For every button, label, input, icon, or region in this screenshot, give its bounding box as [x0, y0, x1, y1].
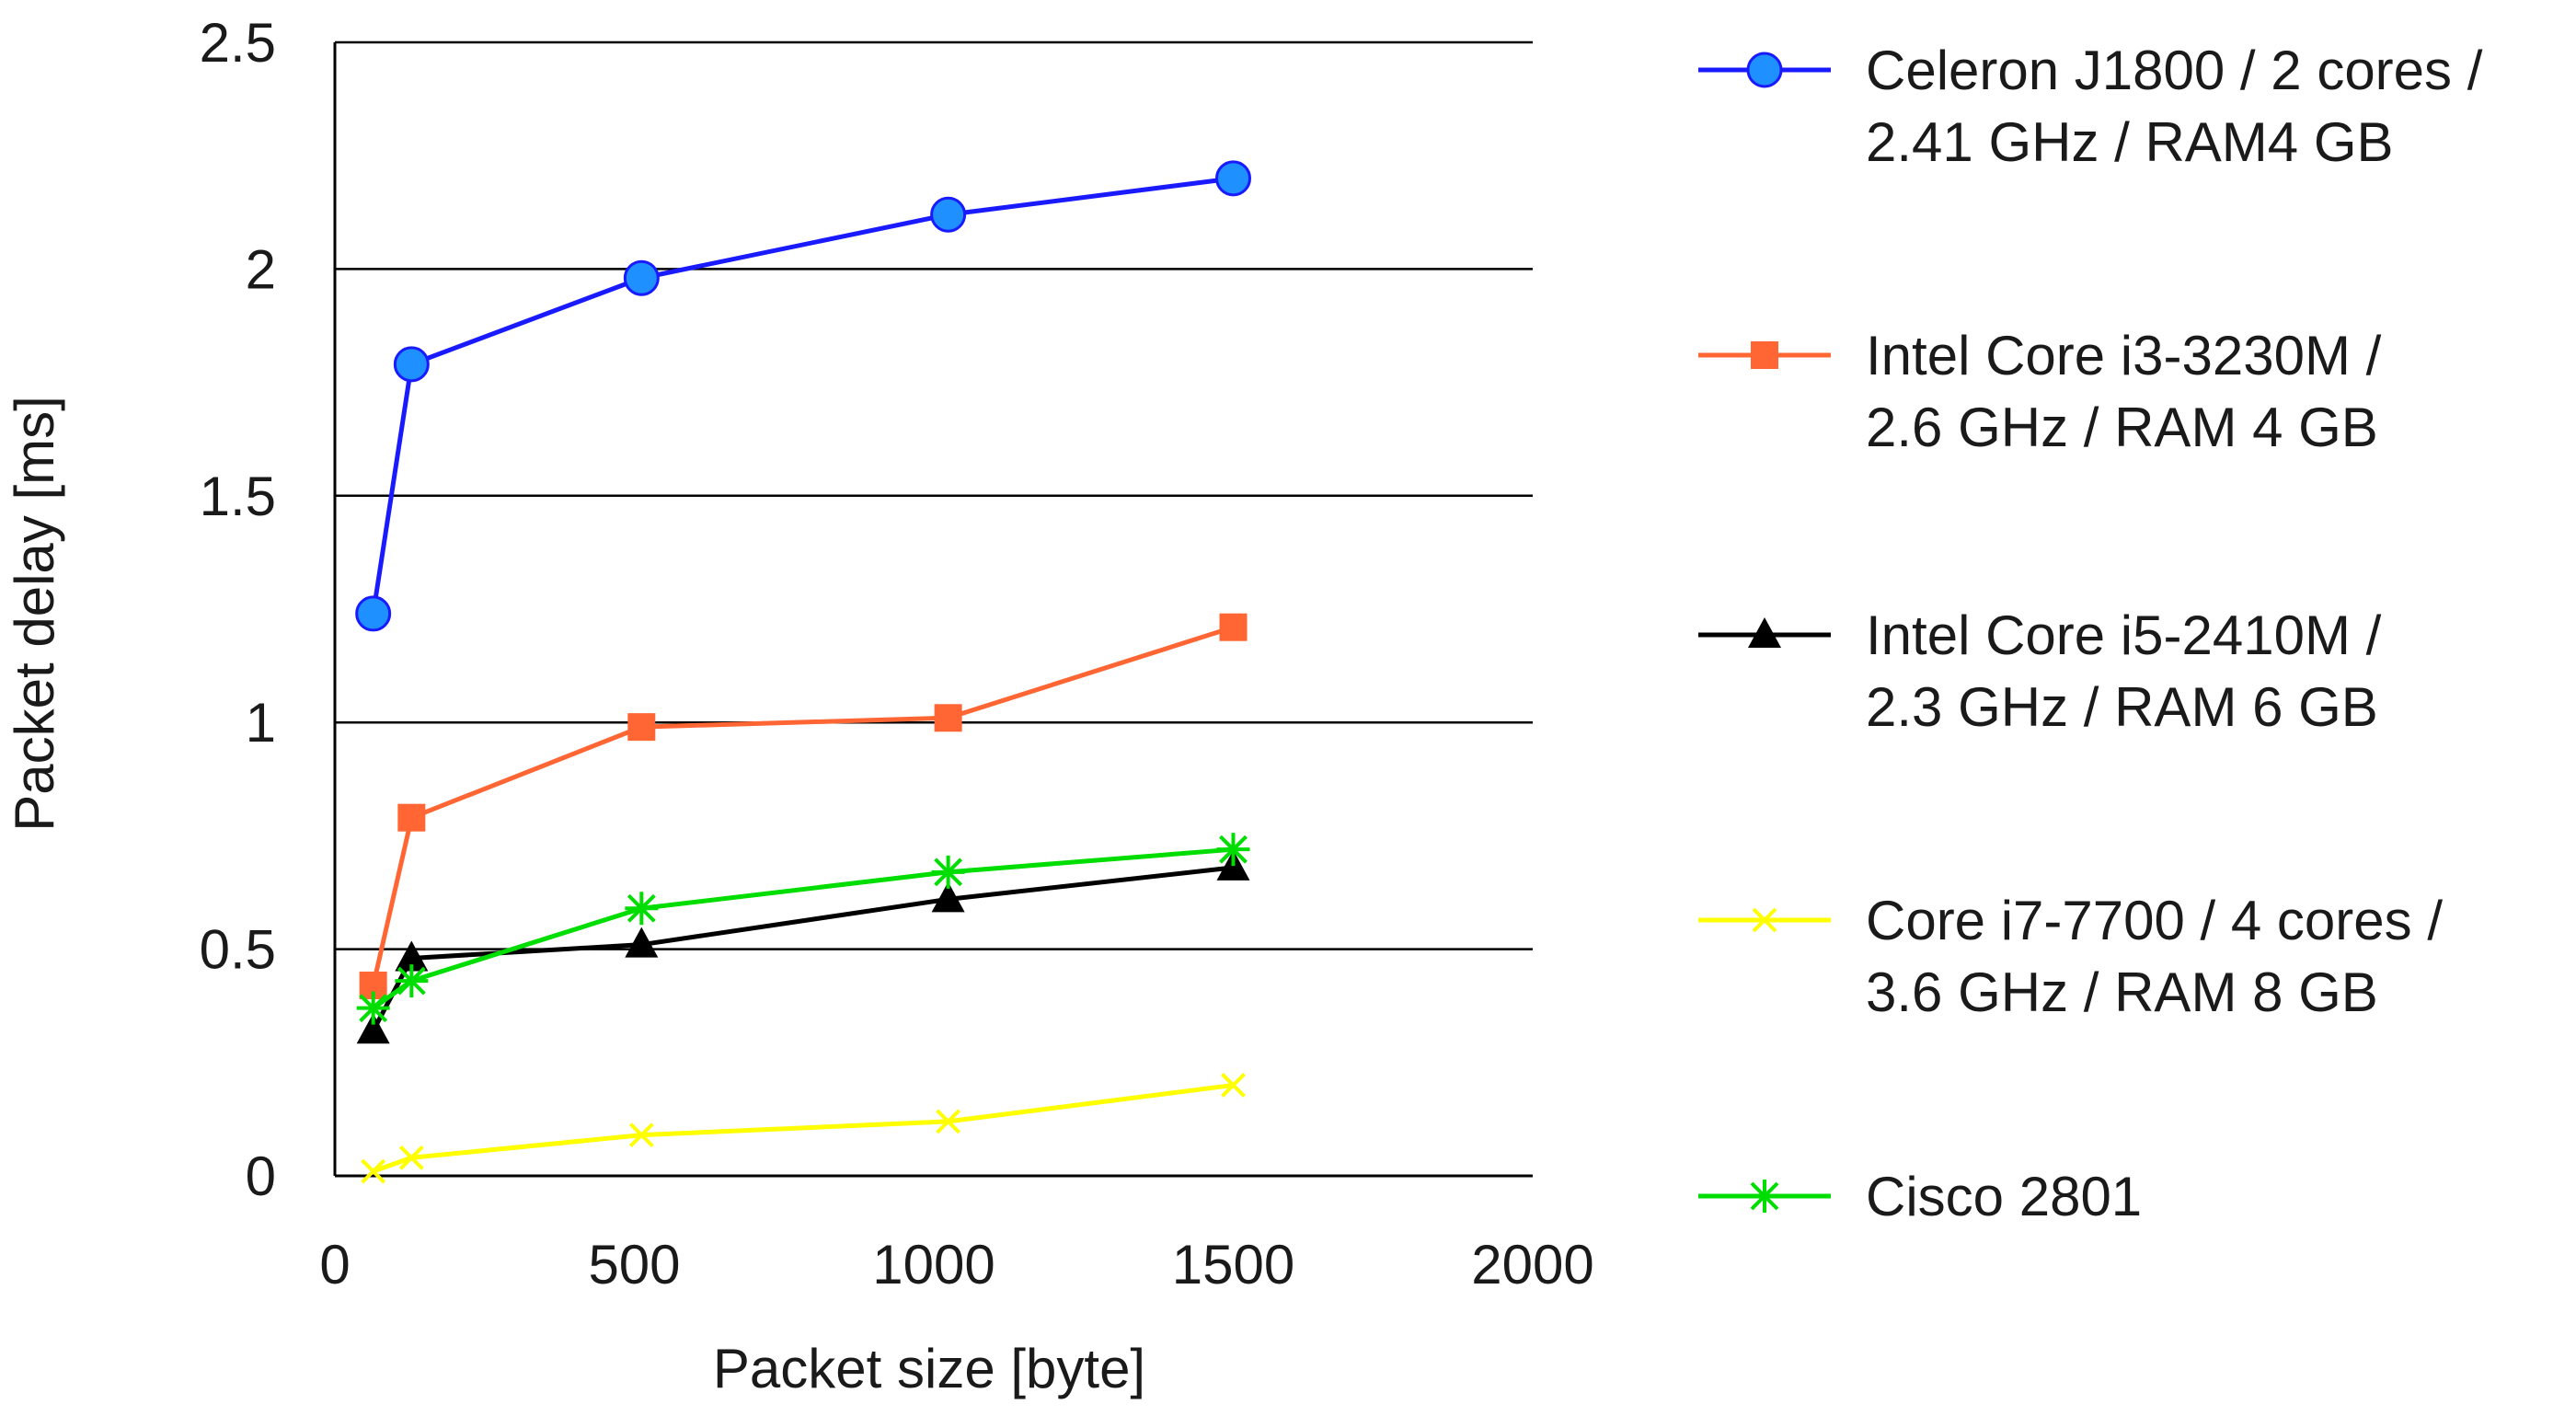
data-point [1215, 160, 1251, 197]
series-line [371, 625, 1235, 986]
data-point [395, 940, 429, 972]
series-line [371, 176, 1234, 615]
data-point [931, 881, 965, 913]
data-point [393, 346, 430, 383]
series-2 [359, 613, 1248, 1000]
data-point [934, 704, 962, 732]
series-3 [356, 849, 1250, 1044]
series-line [372, 846, 1234, 1010]
x-tick-label: 0 [319, 1234, 350, 1295]
x-tick-label: 500 [588, 1234, 680, 1295]
legend-marker [1752, 907, 1777, 933]
y-tick-label: 0 [246, 1145, 276, 1207]
grid-lines [335, 40, 1533, 950]
data-point [395, 964, 429, 998]
x-tick-label: 1500 [1172, 1234, 1294, 1295]
data-point [398, 1145, 424, 1170]
legend-marker [1751, 341, 1778, 369]
y-tick-labels: 0 0.5 1 1.5 2 2.5 [200, 12, 276, 1207]
data-point [628, 1122, 654, 1148]
axes [333, 42, 1533, 1178]
data-point [361, 1158, 386, 1184]
legend-marker [1746, 52, 1783, 88]
data-point [355, 595, 392, 632]
legend-entry-1: Celeron J1800 / 2 cores / 2.41 GHz / RAM4… [1698, 40, 2483, 173]
data-point [625, 927, 659, 958]
y-tick-label: 0.5 [200, 919, 276, 981]
legend-label: Core i7-7700 / 4 cores / [1866, 890, 2443, 951]
legend-label: 2.41 GHz / RAM4 GB [1866, 111, 2394, 173]
data-point [930, 196, 967, 233]
legend-label: 2.3 GHz / RAM 6 GB [1866, 676, 2378, 738]
y-axis-title: Packet delay [ms] [4, 396, 65, 832]
data-point [931, 855, 965, 889]
legend-marker [1748, 1180, 1781, 1213]
legend-label: Intel Core i3-3230M / [1866, 325, 2382, 386]
legend-label: Intel Core i5-2410M / [1866, 604, 2382, 666]
data-point [627, 713, 656, 742]
legend-entry-5: Cisco 2801 [1698, 1166, 2142, 1227]
data-point [356, 1013, 390, 1044]
data-point [625, 892, 659, 926]
data-point [936, 1109, 961, 1134]
y-tick-label: 2.5 [200, 12, 276, 74]
x-tick-label: 1000 [872, 1234, 995, 1295]
x-tick-label: 2000 [1471, 1234, 1593, 1295]
legend-label: 2.6 GHz / RAM 4 GB [1866, 397, 2378, 458]
legend-entry-4: Core i7-7700 / 4 cores / 3.6 GHz / RAM 8 … [1698, 890, 2443, 1023]
legend-label: Celeron J1800 / 2 cores / [1866, 40, 2483, 101]
legend-entry-3: Intel Core i5-2410M / 2.3 GHz / RAM 6 GB [1698, 604, 2382, 738]
data-point [356, 991, 390, 1025]
y-tick-label: 2 [246, 238, 276, 300]
x-axis-title: Packet size [byte] [713, 1338, 1145, 1399]
x-tick-labels: 0 500 1000 1500 2000 [319, 1234, 1593, 1295]
series-4 [361, 1073, 1246, 1184]
legend-label: Cisco 2801 [1866, 1166, 2142, 1227]
data-series [355, 160, 1251, 1184]
series-5 [356, 833, 1250, 1025]
legend-entry-2: Intel Core i3-3230M / 2.6 GHz / RAM 4 GB [1698, 325, 2382, 458]
data-point [623, 259, 660, 296]
data-point [1219, 613, 1248, 641]
legend-label: 3.6 GHz / RAM 8 GB [1866, 961, 2378, 1023]
y-tick-label: 1 [246, 692, 276, 754]
y-tick-label: 1.5 [200, 466, 276, 527]
data-point [1216, 833, 1250, 867]
series-line [372, 1082, 1234, 1174]
data-point [397, 803, 426, 832]
legend: Celeron J1800 / 2 cores / 2.41 GHz / RAM4… [1698, 40, 2483, 1227]
data-point [1221, 1073, 1246, 1098]
legend-marker [1748, 617, 1781, 648]
series-1 [355, 160, 1251, 632]
